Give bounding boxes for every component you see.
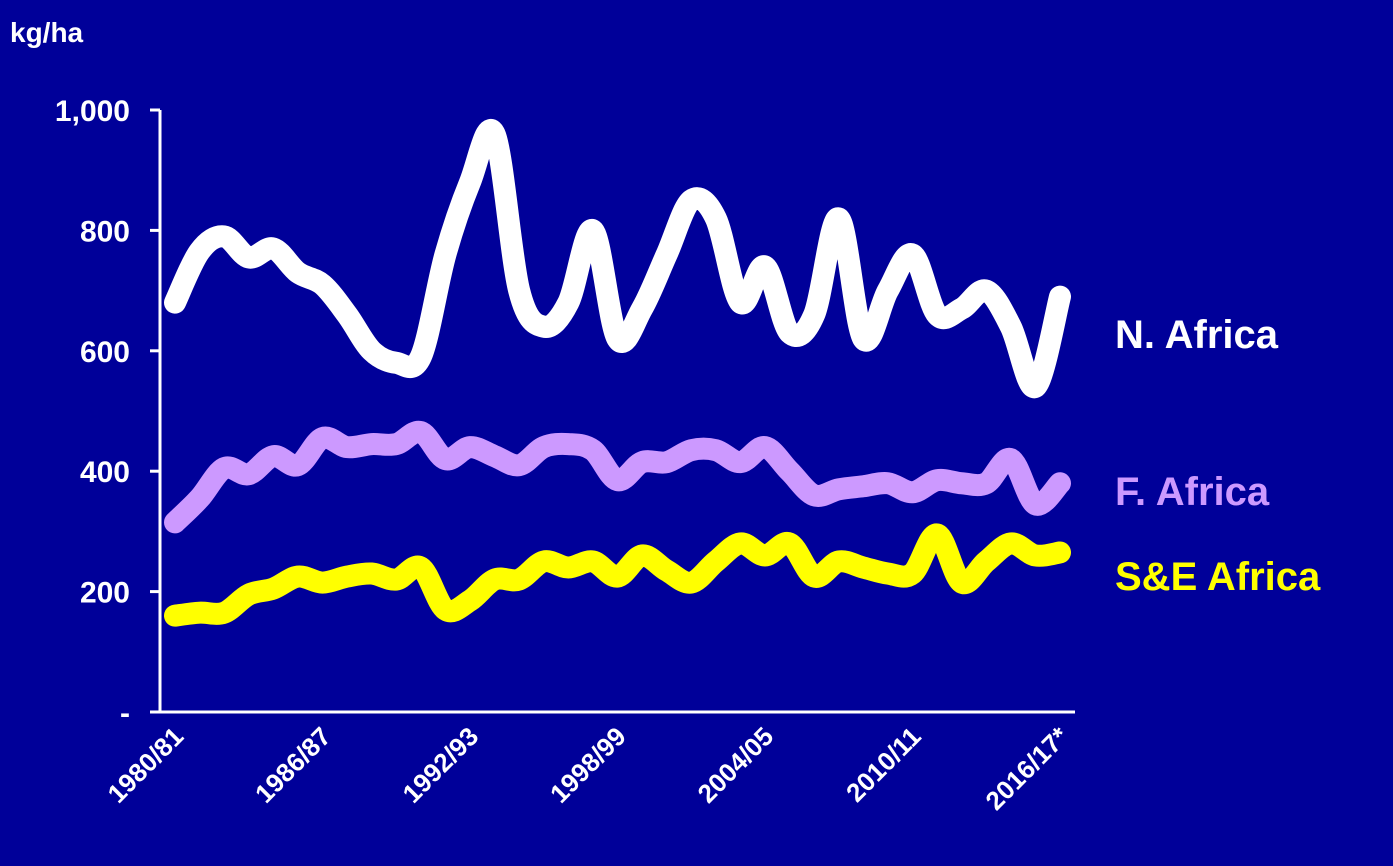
series-line-2 xyxy=(164,523,1071,627)
y-tick-label: 400 xyxy=(80,456,130,489)
x-tick-label: 2004/05 xyxy=(692,721,780,809)
y-tick-label: 1,000 xyxy=(55,95,130,128)
x-axis-ticks: 1980/81 1986/87 1992/93 1998/99 2004/05 2010/… xyxy=(102,720,1075,815)
x-tick-label: 1992/93 xyxy=(397,721,485,809)
series-line-0 xyxy=(164,119,1071,398)
x-tick-label: 1980/81 xyxy=(102,721,190,809)
series-label-2: S&E Africa xyxy=(1115,555,1321,599)
series-labels: N. Africa F. Africa S&E Africa xyxy=(1115,313,1321,599)
series-lines xyxy=(164,119,1071,627)
y-axis-label: kg/ha xyxy=(10,17,84,48)
y-tick-label: 200 xyxy=(80,577,130,610)
series-label-1: F. Africa xyxy=(1115,470,1270,514)
x-tick-label: 1986/87 xyxy=(249,721,337,809)
series-label-0: N. Africa xyxy=(1115,313,1279,357)
y-tick-label: 800 xyxy=(80,215,130,248)
y-tick-label: 600 xyxy=(80,336,130,369)
x-tick-label: 2016/17* xyxy=(979,720,1074,815)
x-tick-label: 2010/11 xyxy=(840,721,927,808)
x-tick-label: 1998/99 xyxy=(544,721,632,809)
y-tick-label: - xyxy=(120,697,130,730)
y-axis-ticks: - 200 400 600 800 1,000 xyxy=(55,95,160,730)
series-line-1 xyxy=(164,420,1071,534)
